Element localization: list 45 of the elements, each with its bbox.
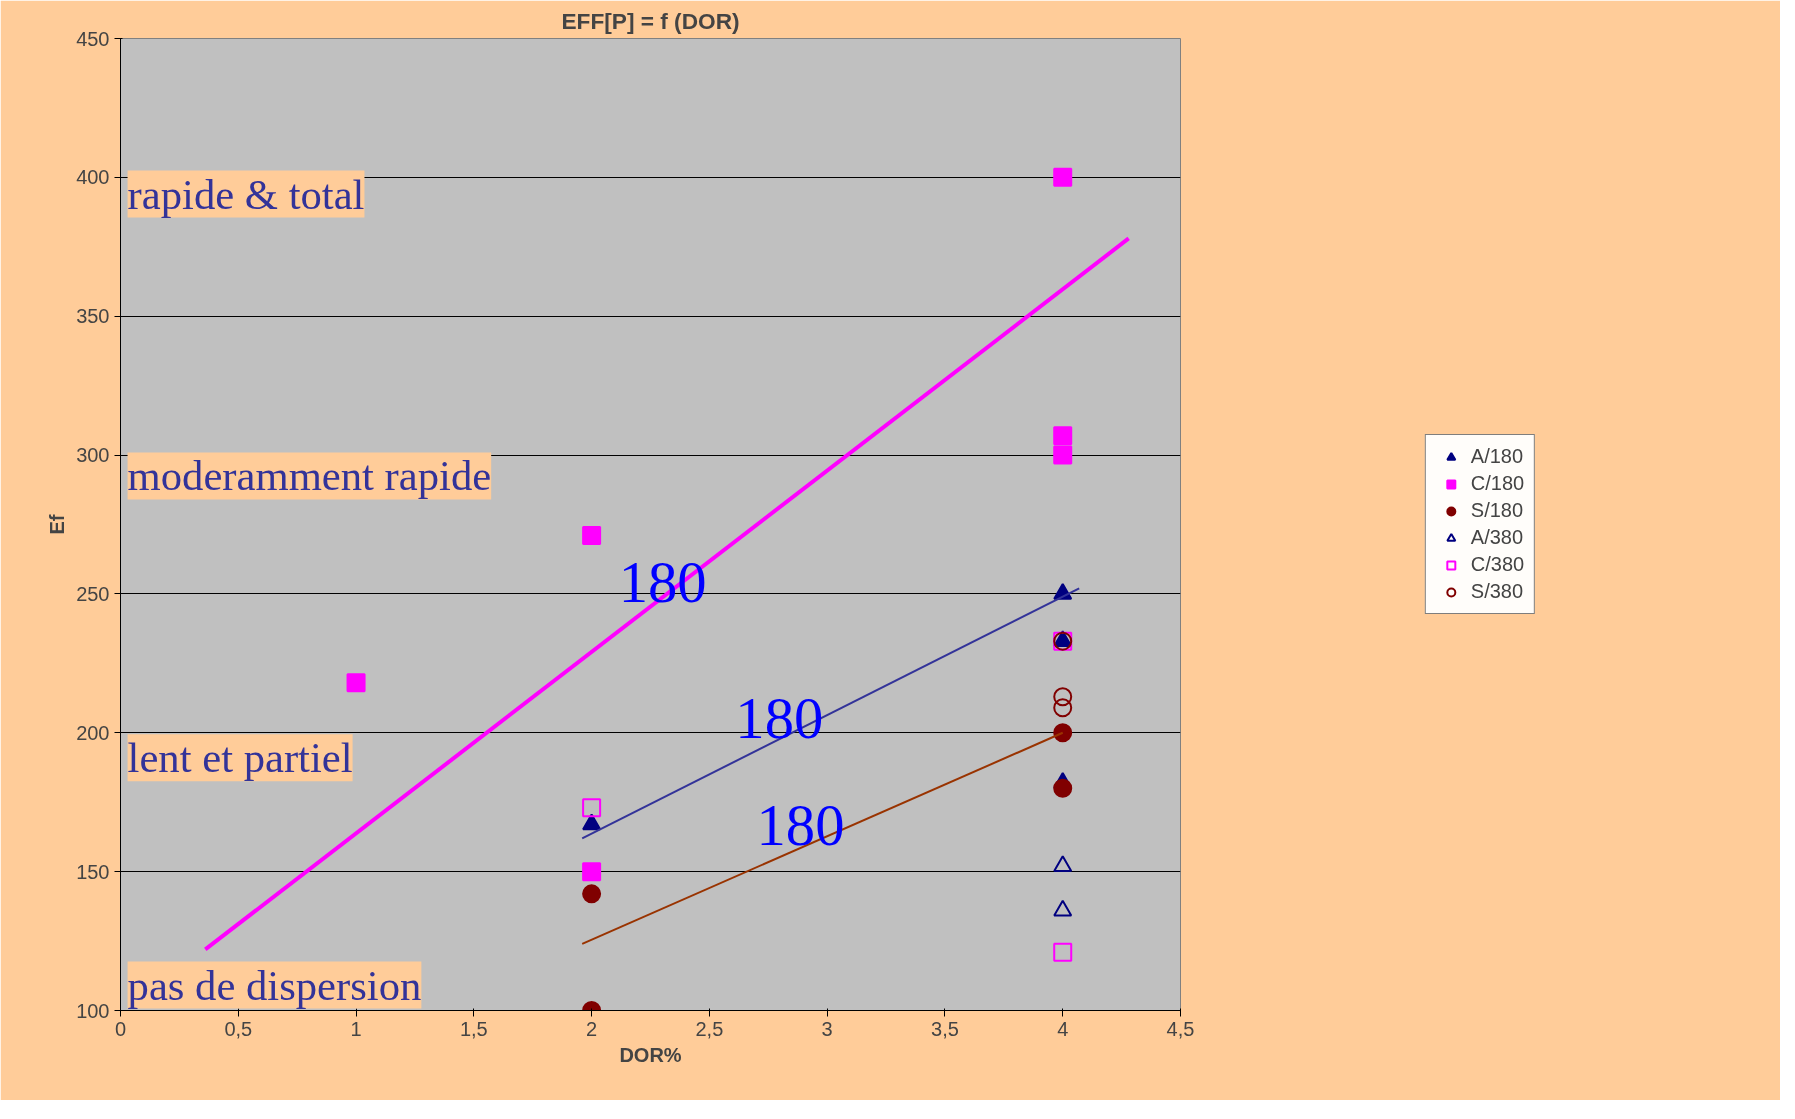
- legend-label: A/180: [1470, 445, 1524, 468]
- chart-title: EFF[P] = f (DOR): [561, 7, 740, 34]
- y-tick-label: 300: [76, 444, 110, 467]
- y-tick-label: 400: [76, 166, 110, 189]
- point: [1053, 778, 1073, 798]
- y-tick-label: 100: [76, 999, 110, 1022]
- legend-label: S/180: [1470, 499, 1524, 522]
- y-tick-label: 200: [76, 721, 110, 744]
- x-tick-label: 2,5: [695, 1017, 724, 1040]
- y-tick-label: 150: [76, 860, 110, 883]
- x-tick-label: 4,5: [1166, 1017, 1195, 1040]
- x-tick-label: 1,5: [459, 1017, 488, 1040]
- x-tick-label: 0,5: [224, 1017, 253, 1040]
- y-tick-label: 250: [76, 582, 110, 605]
- point: [1053, 687, 1073, 707]
- annotation: rapide & total: [127, 170, 365, 218]
- x-tick-label: 0: [114, 1017, 127, 1040]
- legend-label: S/380: [1470, 580, 1524, 603]
- point: [1053, 167, 1073, 187]
- point: [1053, 942, 1073, 962]
- y-axis-title: Ef: [46, 514, 69, 535]
- x-tick-label: 3,5: [931, 1017, 959, 1040]
- point: [582, 862, 602, 882]
- x-tick-label: 1: [350, 1017, 362, 1040]
- point: [582, 526, 602, 546]
- point: [582, 798, 602, 818]
- point: [1053, 698, 1073, 718]
- point: [1053, 445, 1073, 465]
- point: [1053, 723, 1073, 743]
- annotation: lent et partiel: [127, 734, 353, 782]
- x-axis-title: DOR%: [619, 1043, 682, 1066]
- y-tick-label: 350: [76, 305, 110, 328]
- legend-label: A/380: [1470, 526, 1524, 549]
- annotation: pas de dispersion: [127, 961, 422, 1009]
- legend-label: C/380: [1470, 553, 1525, 576]
- point: [582, 884, 602, 904]
- x-tick-label: 3: [821, 1017, 833, 1040]
- annotation: 180: [756, 793, 845, 859]
- x-tick-label: 4: [1057, 1017, 1069, 1040]
- point: [346, 673, 366, 693]
- y-tick-label: 450: [76, 27, 110, 50]
- annotation: moderamment rapide: [127, 452, 492, 500]
- x-tick-label: 2: [586, 1017, 598, 1040]
- point: [1053, 426, 1073, 446]
- legend-label: C/180: [1470, 472, 1525, 495]
